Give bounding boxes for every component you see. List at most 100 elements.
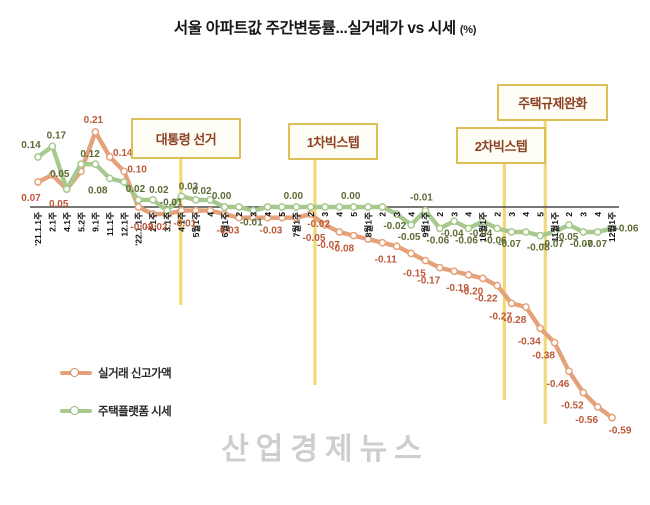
series-market-price-marker xyxy=(249,206,258,215)
x-axis-labels: '21.1.1주 2.1주 4.1주 5.2주 9.1주 11.1주 12.1주 '22.1.… xyxy=(33,212,617,246)
series-actual-price-marker xyxy=(148,210,157,218)
point-label: -0.27 xyxy=(489,311,512,322)
series-actual-price-marker xyxy=(192,206,200,215)
x-tick-label: 12.1주 xyxy=(119,212,129,237)
chart-title-text: 서울 아파트값 주간변동률...실거래가 vs 시세 xyxy=(173,20,456,37)
x-tick-label: 3 xyxy=(320,212,330,217)
point-label: -0.02 xyxy=(307,219,330,230)
x-tick-label: 4 xyxy=(593,212,603,217)
series-actual-price-marker xyxy=(565,367,573,376)
series-market-price-marker xyxy=(464,224,473,233)
point-label: -0.08 xyxy=(527,243,550,254)
series-actual-price-marker xyxy=(34,178,42,186)
x-tick-label: 4 xyxy=(406,212,416,217)
point-label: 0.12 xyxy=(80,149,100,160)
point-label: 0.05 xyxy=(50,169,70,180)
point-label: -0.07 xyxy=(584,239,607,250)
series-market-price-marker xyxy=(192,196,200,204)
point-label: 0.07 xyxy=(21,193,41,204)
series-actual-price-marker xyxy=(550,338,559,347)
series-market-price-marker xyxy=(493,224,502,233)
series-actual-price-marker xyxy=(536,324,545,333)
legend-label-actual: 실거래 신고가액 xyxy=(98,368,172,380)
x-tick-label: 4 xyxy=(464,212,474,217)
event-label-box: 2차빅스텝 xyxy=(456,127,546,164)
point-label: -0.01 xyxy=(410,193,433,204)
x-tick-label: 9월1주 xyxy=(420,212,431,237)
point-label: 0.21 xyxy=(84,115,104,126)
series-actual-price-marker xyxy=(206,206,215,215)
series-market-price-marker xyxy=(177,192,186,201)
series-actual-price-marker xyxy=(392,242,401,251)
x-tick-label: 2 xyxy=(492,212,502,217)
x-tick-label: 2 xyxy=(378,212,388,217)
point-label: 0.00 xyxy=(341,191,361,202)
series-market-price-marker xyxy=(522,228,530,236)
point-label: -0.15 xyxy=(403,269,426,280)
series-market-price-marker xyxy=(378,203,387,211)
point-label: -0.08 xyxy=(331,244,354,255)
point-label: -0.03 xyxy=(217,226,240,237)
point-label: -0.56 xyxy=(575,415,598,426)
x-tick-label: 5월1주 xyxy=(190,212,201,237)
series-actual-price-marker xyxy=(48,171,57,179)
series-market-price-marker xyxy=(536,231,545,240)
series-market-price-marker xyxy=(593,228,602,236)
point-label: 0.08 xyxy=(88,185,108,196)
series-actual-price-marker xyxy=(120,167,128,176)
x-tick-label: 4 xyxy=(263,212,273,217)
point-label: -0.19 xyxy=(446,283,469,294)
point-label: 0.02 xyxy=(126,184,146,195)
series-actual-price-marker xyxy=(507,299,516,308)
legend: 실거래 신고가액 주택플랫폼 시세 xyxy=(60,362,172,438)
series-actual-price-marker xyxy=(407,249,415,258)
series-actual-price-marker xyxy=(278,213,286,222)
x-tick-label: 4.1주 xyxy=(177,212,187,232)
point-label: -0.07 xyxy=(498,239,521,250)
series-market-price-marker xyxy=(105,174,114,183)
x-tick-label: 2.1주 xyxy=(148,212,158,232)
market-price-labels: 0.140.170.050.120.08 0.02 0.02-0.010.030.0… xyxy=(21,130,639,253)
point-label: 0.03 xyxy=(179,181,199,192)
point-label: -0.06 xyxy=(455,235,478,246)
x-tick-label: 2 xyxy=(234,212,244,217)
series-actual-price-marker xyxy=(479,274,487,283)
series-market-price-marker xyxy=(450,217,458,226)
event-lines xyxy=(179,117,547,424)
x-tick-label: 4.1주 xyxy=(62,212,72,232)
series-market-price-marker xyxy=(134,196,143,204)
series-actual-price-marker xyxy=(321,221,329,229)
series-market-price-marker xyxy=(220,203,229,211)
x-tick-label: 3 xyxy=(248,212,258,217)
x-tick-label: 7월1주 xyxy=(291,212,302,237)
point-label: 0.00 xyxy=(212,191,232,202)
point-label: -0.07 xyxy=(541,239,564,250)
x-tick-label: 2 xyxy=(306,212,316,217)
point-label: 0.17 xyxy=(47,130,67,141)
point-label: -0.04 xyxy=(469,228,492,239)
watermark: 산업경제뉴스 xyxy=(221,433,429,466)
series-actual-price-marker xyxy=(493,281,502,290)
series-market-price-marker xyxy=(91,160,100,169)
x-tick-label: '21.1.1주 xyxy=(33,212,43,246)
series-market-price-marker xyxy=(263,203,272,211)
series-market-price-marker xyxy=(62,185,71,193)
point-label: -0.52 xyxy=(561,401,584,412)
point-label: 0.05 xyxy=(49,199,69,210)
series-actual-price-marker xyxy=(364,235,372,243)
series-actual-price-marker xyxy=(177,206,186,215)
x-tick-label: 4 xyxy=(335,212,345,217)
x-tick-label: 6월1주 xyxy=(219,212,230,237)
series-actual-price-marker xyxy=(134,203,143,211)
point-label: -0.01 xyxy=(160,198,183,209)
point-label: -0.01 xyxy=(173,219,196,230)
legend-swatch-actual-line-icon xyxy=(60,368,92,378)
x-tick-label: 5.2주 xyxy=(76,212,86,232)
x-tick-label: 9.1주 xyxy=(91,212,101,232)
point-label: -0.22 xyxy=(475,294,498,305)
point-label: -0.46 xyxy=(547,379,570,390)
legend-item-market-price: 주택플랫폼 시세 xyxy=(60,400,172,422)
point-label: 0.00 xyxy=(284,191,304,202)
x-tick-label: 5 xyxy=(277,212,287,217)
